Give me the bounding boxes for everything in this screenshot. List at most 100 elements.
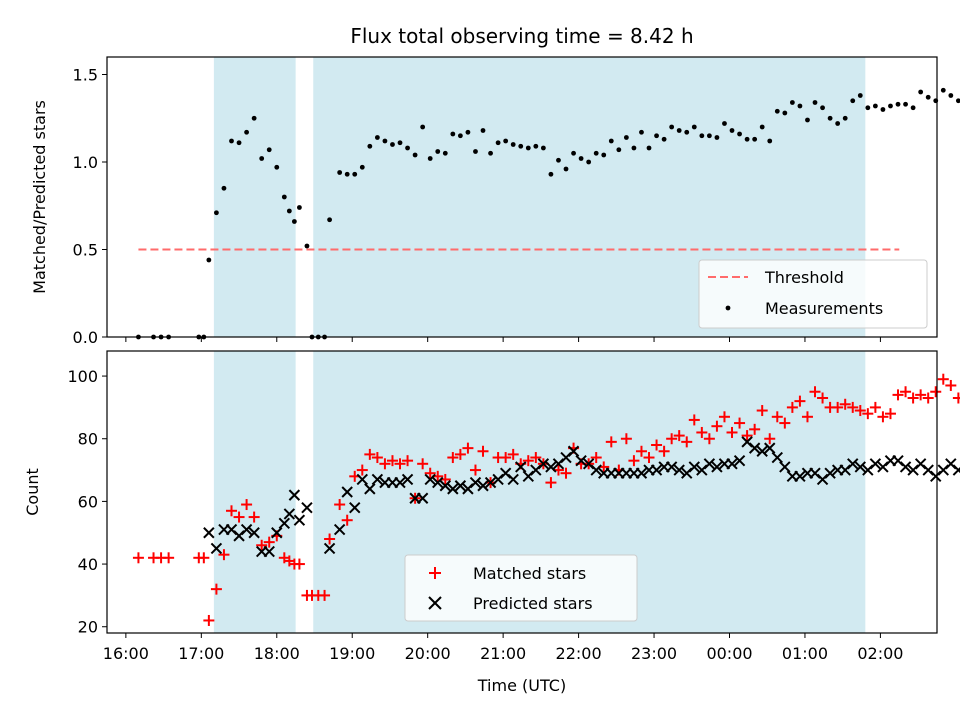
count-y-axis-title: Count <box>23 468 42 516</box>
matched-star-point <box>462 442 474 454</box>
matched-star-point <box>794 395 806 407</box>
matched-star-point <box>922 392 934 404</box>
predicted-star-point <box>394 476 406 489</box>
predicted-star-point <box>847 458 859 470</box>
measurement-point <box>359 164 365 170</box>
ratio-y-tick-label: 0.0 <box>73 328 98 347</box>
predicted-star-point <box>899 461 912 473</box>
measurement-point <box>244 129 249 135</box>
matched-star-point <box>718 411 730 423</box>
predicted-star-point <box>401 473 414 486</box>
matched-star-point <box>854 405 866 417</box>
measurement-point <box>639 129 644 135</box>
predicted-star-point <box>424 473 436 486</box>
measurement-point <box>435 149 441 154</box>
measurement-point <box>488 150 493 156</box>
predicted-star-point <box>545 461 557 473</box>
measurement-point <box>955 98 960 104</box>
measurement-point <box>548 171 554 177</box>
count-y-tick-label: 60 <box>78 492 98 511</box>
predicted-star-point <box>711 461 723 473</box>
predicted-star-point <box>484 476 497 489</box>
x-tick-label: 02:00 <box>857 644 903 663</box>
predicted-star-point <box>349 501 361 514</box>
predicted-star-point <box>293 514 306 526</box>
predicted-star-point <box>794 470 806 483</box>
measurement-point <box>297 205 302 210</box>
matched-star-point <box>198 552 210 564</box>
matched-star-point <box>688 414 700 426</box>
measurement-point <box>820 105 825 111</box>
matched-star-point <box>786 401 798 413</box>
predicted-star-point <box>447 483 459 495</box>
measurement-point <box>412 152 418 158</box>
matched-legend-label: Matched stars <box>473 564 586 583</box>
measurement-point <box>442 150 448 156</box>
matched-star-point <box>364 448 376 460</box>
measurement-point <box>888 103 893 109</box>
measurement-point <box>948 93 954 98</box>
measurement-point <box>925 94 931 100</box>
measurement-point <box>563 166 569 172</box>
count-panel: 20 40 60 80 100 16:00 17:00 18:00 19:00 20:00 21:… <box>23 350 960 695</box>
predicted-star-point <box>650 464 663 476</box>
measurement-point <box>706 133 712 139</box>
predicted-star-point <box>507 473 519 486</box>
matched-star-point <box>530 452 542 464</box>
predicted-star-point <box>635 467 648 479</box>
matched-star-point <box>371 452 383 464</box>
count-y-tick-label: 20 <box>78 618 98 637</box>
measurement-point <box>654 133 659 139</box>
predicted-star-point <box>952 464 960 476</box>
measurement-point <box>850 98 856 104</box>
count-shaded-interval <box>213 351 296 633</box>
matched-star-point <box>779 417 791 429</box>
measurement-point <box>274 164 280 170</box>
x-tick-label: 16:00 <box>103 644 149 663</box>
measurement-point <box>782 110 788 116</box>
x-tick-label: 00:00 <box>706 644 752 663</box>
measurement-point <box>714 135 720 140</box>
measurement-point <box>405 145 410 151</box>
predicted-star-point <box>567 445 580 457</box>
matched-star-point <box>681 436 693 448</box>
predicted-star-point <box>432 476 444 489</box>
measurement-point <box>382 138 388 144</box>
matched-star-point <box>590 452 602 464</box>
matched-star-point <box>379 458 391 470</box>
matched-star-point <box>394 458 406 470</box>
measurement-point <box>427 156 433 161</box>
predicted-star-point <box>824 467 836 479</box>
measurement-point <box>327 217 332 223</box>
predicted-star-point <box>575 454 587 467</box>
measurement-point <box>281 194 287 200</box>
matched-star-point <box>801 411 813 423</box>
predicted-star-point <box>688 461 700 473</box>
measurement-point <box>842 115 848 121</box>
measurement-point <box>586 159 592 165</box>
matched-star-point <box>605 436 617 448</box>
count-y-tick-label: 40 <box>78 555 98 574</box>
matched-star-point <box>203 614 215 626</box>
measurements-legend-label: Measurements <box>765 299 883 318</box>
matched-star-point <box>356 464 368 476</box>
measurement-point <box>684 129 690 135</box>
matched-star-point <box>256 539 268 551</box>
measurement-point <box>744 136 750 142</box>
matched-star-point <box>930 386 942 398</box>
ratio-y-tick-label: 1.5 <box>73 66 98 85</box>
measurement-point <box>480 128 486 133</box>
matched-star-point <box>666 433 678 445</box>
measurement-point <box>510 142 516 147</box>
measurement-point <box>540 145 546 151</box>
predicted-star-point <box>333 523 346 536</box>
matched-star-point <box>477 445 489 457</box>
measurement-point <box>259 156 265 161</box>
measurements-legend-swatch <box>725 305 731 311</box>
matched-star-point <box>809 386 821 398</box>
measurement-point <box>835 121 841 126</box>
matched-star-point <box>417 458 429 470</box>
matched-star-point <box>756 405 768 417</box>
measurement-point <box>206 257 212 263</box>
measurement-point <box>503 138 509 144</box>
